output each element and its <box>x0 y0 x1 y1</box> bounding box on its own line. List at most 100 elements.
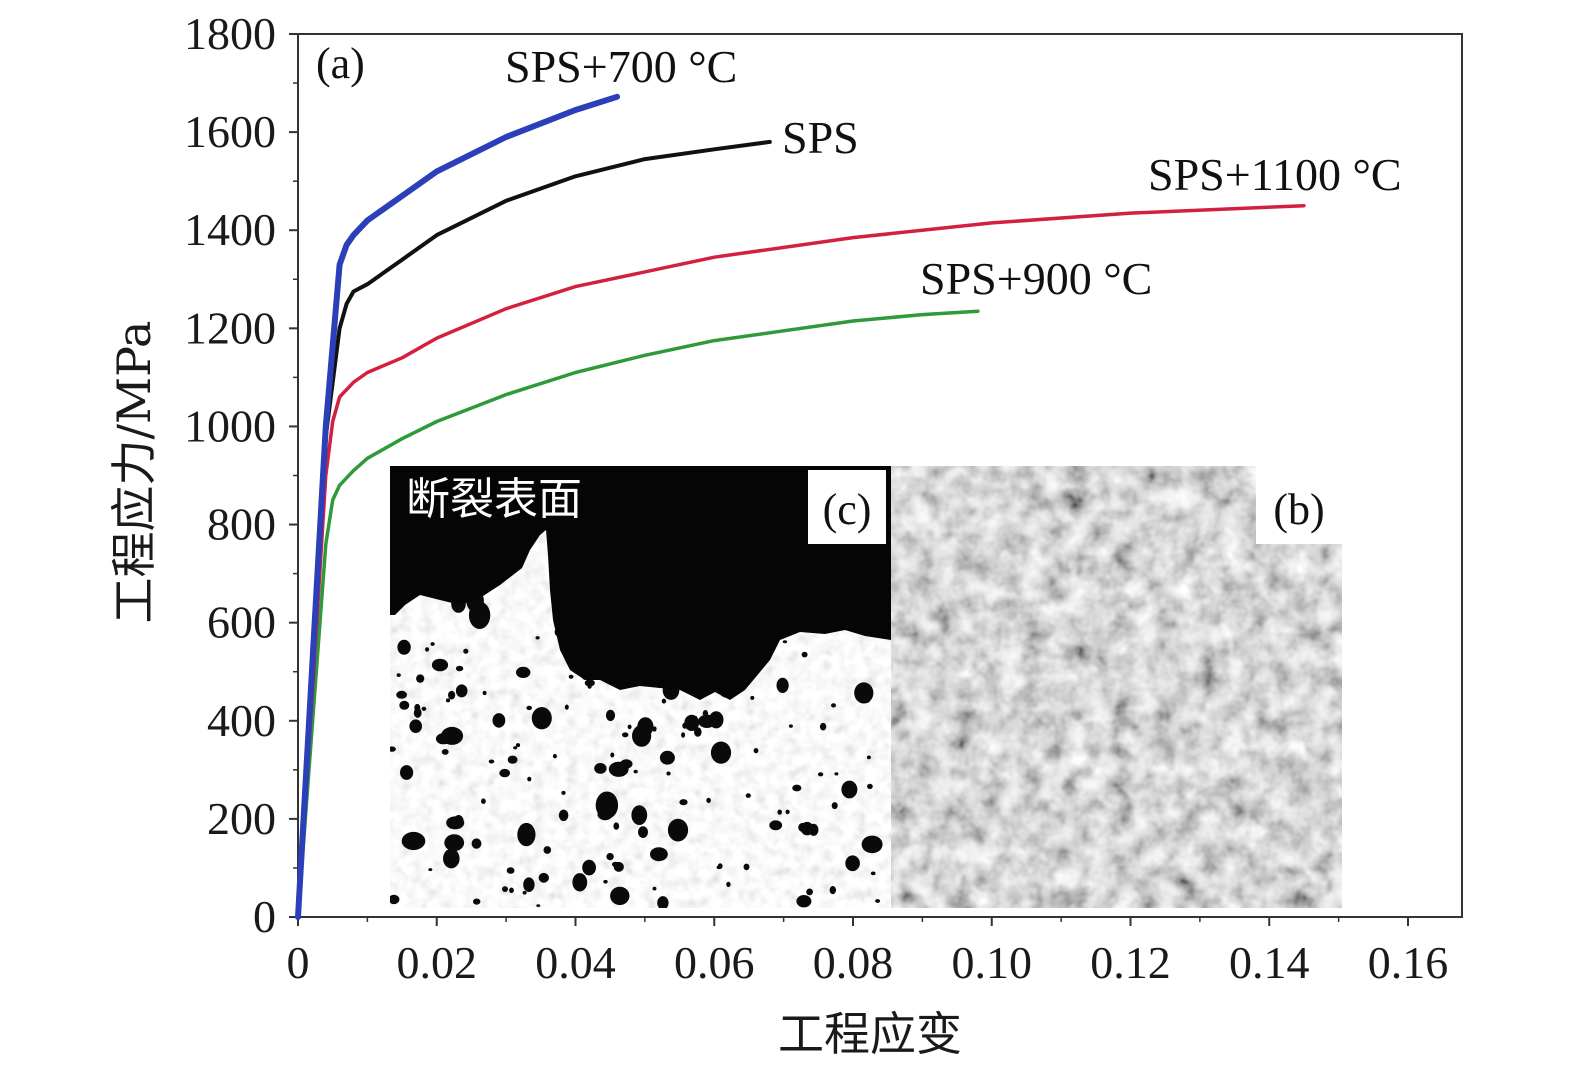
y-tick-label: 400 <box>207 695 276 746</box>
pore <box>693 716 698 720</box>
pore <box>627 724 632 730</box>
pore <box>473 898 481 905</box>
pore <box>834 772 839 776</box>
pore <box>515 743 521 748</box>
pore <box>716 865 722 870</box>
pore <box>681 732 686 738</box>
pore <box>401 831 426 851</box>
pore <box>706 797 711 804</box>
pore <box>638 826 648 838</box>
pore <box>785 809 790 815</box>
pore <box>506 867 515 874</box>
pore <box>726 881 731 888</box>
pore <box>817 772 824 777</box>
y-tick-label: 1800 <box>184 8 276 59</box>
pore <box>396 673 401 677</box>
pore <box>831 703 836 708</box>
pore <box>611 861 620 868</box>
pore <box>444 834 465 852</box>
pore <box>769 820 783 831</box>
pore <box>637 717 654 736</box>
pore <box>396 690 407 699</box>
x-tick-label: 0.10 <box>952 937 1033 988</box>
series-line-sps-900-c <box>296 309 980 919</box>
pore <box>526 705 532 711</box>
pore <box>513 746 518 750</box>
pore <box>613 822 620 830</box>
pore <box>425 647 430 652</box>
series-label-sps-1100: SPS+1100 °C <box>1148 149 1402 200</box>
pore <box>610 752 615 758</box>
y-axis-title: 工程应力/MPa <box>107 321 161 624</box>
pore <box>572 873 588 892</box>
pore <box>488 759 495 764</box>
pore <box>523 877 535 892</box>
pore <box>409 719 423 733</box>
pore <box>620 759 633 769</box>
pore <box>633 769 638 774</box>
pore <box>610 765 615 771</box>
pore <box>792 784 802 792</box>
pore <box>535 636 540 640</box>
pore <box>443 848 460 869</box>
pore <box>710 741 732 764</box>
pore <box>509 887 514 894</box>
pore <box>698 714 716 728</box>
pore <box>650 847 668 862</box>
pore <box>652 726 657 732</box>
pore <box>800 821 814 836</box>
pore <box>652 886 657 891</box>
y-tick-label: 200 <box>207 793 276 844</box>
x-tick-label: 0.02 <box>397 937 478 988</box>
pore <box>594 763 607 774</box>
pore <box>782 640 788 644</box>
series-lines <box>295 93 1306 920</box>
pore <box>561 790 566 795</box>
pore <box>854 682 874 704</box>
pore <box>564 704 569 710</box>
pore <box>831 802 838 810</box>
series-label-sps: SPS <box>782 112 859 163</box>
pore <box>499 768 511 778</box>
y-tick-label: 1000 <box>184 400 276 451</box>
pore <box>421 706 427 711</box>
pore <box>582 859 596 876</box>
pore <box>694 727 702 737</box>
pore <box>861 835 883 854</box>
pore <box>538 872 549 883</box>
pore <box>543 846 552 854</box>
pore <box>745 793 751 798</box>
pore <box>431 658 449 672</box>
pore <box>502 886 508 892</box>
series-label-sps-900: SPS+900 °C <box>920 253 1152 304</box>
x-tick-label: 0.12 <box>1090 937 1171 988</box>
pore <box>610 886 630 906</box>
y-tick-label: 1200 <box>184 302 276 353</box>
pore <box>631 805 648 825</box>
x-axis-title: 工程应变 <box>778 1007 962 1061</box>
pore <box>522 890 527 895</box>
pore <box>390 746 396 752</box>
pore <box>679 799 688 806</box>
pore <box>743 863 750 871</box>
pore <box>750 695 755 700</box>
y-tick-label: 600 <box>207 597 276 648</box>
pore <box>399 700 410 710</box>
inset-c-label: (c) <box>823 485 872 534</box>
pore <box>584 679 595 687</box>
inset-b-label: (b) <box>1273 485 1324 534</box>
pore <box>875 899 881 903</box>
pore <box>606 853 614 861</box>
pore <box>661 698 667 704</box>
pore <box>597 808 613 821</box>
pore <box>788 724 793 728</box>
pore <box>622 732 629 738</box>
x-tick-label: 0 <box>287 937 310 988</box>
pore <box>390 894 400 905</box>
series-label-sps-700: SPS+700 °C <box>505 41 737 92</box>
pore <box>796 895 812 908</box>
pore <box>659 750 675 765</box>
x-tick-label: 0.14 <box>1229 937 1310 988</box>
pore <box>482 690 487 696</box>
pore <box>414 703 421 712</box>
